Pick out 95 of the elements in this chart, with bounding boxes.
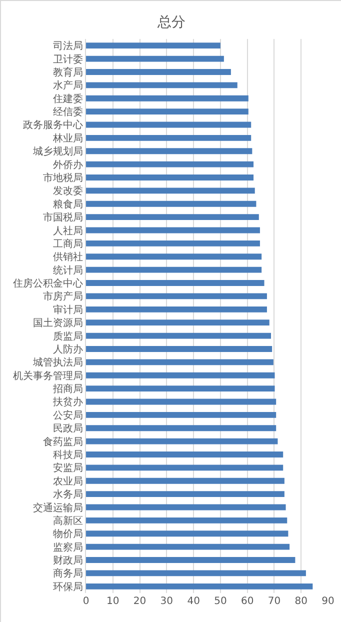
bar <box>86 452 284 458</box>
bar <box>86 478 284 484</box>
bar <box>86 188 255 194</box>
y-tick-label: 工商局 <box>53 238 83 250</box>
bar <box>86 227 260 234</box>
bar <box>86 56 224 62</box>
y-tick-label: 科技局 <box>53 449 83 461</box>
bar <box>86 293 267 300</box>
bar <box>86 332 271 339</box>
bar <box>86 517 288 524</box>
y-tick-label: 卫计委 <box>53 53 83 66</box>
bar <box>86 82 238 88</box>
y-tick-label: 国土资源局 <box>33 317 83 330</box>
y-tick-label: 经信委 <box>53 106 83 118</box>
y-tick-label: 商务局 <box>53 568 83 580</box>
y-tick-label: 公安局 <box>53 409 83 422</box>
bar <box>86 544 290 550</box>
bar <box>86 148 252 154</box>
bar <box>86 504 286 510</box>
bar <box>86 425 276 432</box>
y-tick-label: 监察局 <box>53 541 83 554</box>
y-tick-label: 教育局 <box>53 66 83 78</box>
bar <box>86 161 254 168</box>
y-tick-label: 人防办 <box>53 343 83 356</box>
y-tick-label: 高新区 <box>53 514 83 527</box>
y-tick-label: 城管执法局 <box>32 356 83 369</box>
y-tick-label: 发改委 <box>53 185 83 198</box>
x-tick-label: 70 <box>268 596 281 607</box>
y-tick-label: 水产局 <box>53 80 83 92</box>
y-tick-label: 安监局 <box>53 462 83 474</box>
y-tick-label: 住建委 <box>53 92 83 105</box>
bar <box>86 359 274 366</box>
x-tick-label: 90 <box>322 596 334 607</box>
y-tick-label: 农业局 <box>53 475 83 488</box>
y-tick-label: 政务服务中心 <box>23 119 83 132</box>
bar <box>86 134 252 141</box>
x-tick-label: 10 <box>106 596 120 607</box>
y-tick-label: 机关事务管理局 <box>13 370 83 382</box>
x-tick-label: 80 <box>294 596 308 607</box>
bar <box>86 372 275 378</box>
bar <box>86 570 306 576</box>
x-tick-label: 30 <box>160 596 174 607</box>
y-tick-label: 统计局 <box>53 264 83 276</box>
bar <box>86 557 296 563</box>
y-tick-label: 住房公积金中心 <box>13 278 83 290</box>
bar <box>86 122 252 128</box>
y-tick-label: 城乡规划局 <box>32 146 83 158</box>
y-tick-label: 司法局 <box>53 40 83 52</box>
bar <box>86 266 262 273</box>
bar <box>86 69 231 75</box>
bar <box>86 306 267 312</box>
y-tick-label: 环保局 <box>53 582 83 593</box>
bar <box>86 254 262 260</box>
y-tick-label: 水务局 <box>53 488 83 501</box>
bar <box>86 583 313 590</box>
x-tick-label: 40 <box>187 596 200 607</box>
bar <box>86 240 260 246</box>
bar <box>86 320 270 326</box>
y-tick-label: 财政局 <box>53 554 83 567</box>
bar <box>86 214 259 220</box>
bar <box>86 108 248 115</box>
bar <box>86 174 254 180</box>
y-tick-label: 人社局 <box>53 224 83 237</box>
bar <box>86 398 276 405</box>
y-tick-label: 供销社 <box>53 251 83 264</box>
y-tick-label: 市地税局 <box>43 172 83 184</box>
x-tick-label: 20 <box>133 596 146 607</box>
y-tick-label: 物价局 <box>53 528 83 540</box>
bar <box>86 346 272 352</box>
y-tick-label: 扶贫办 <box>52 396 83 408</box>
y-tick-label: 食药监局 <box>43 436 83 448</box>
x-tick-label: 50 <box>214 596 227 607</box>
bar <box>86 200 256 207</box>
y-tick-label: 招商局 <box>52 383 83 396</box>
y-tick-label: 质监局 <box>53 330 83 342</box>
bar <box>86 95 248 102</box>
y-tick-label: 林业局 <box>52 132 83 144</box>
x-tick-label: 0 <box>82 596 90 607</box>
bar <box>86 438 278 444</box>
y-tick-label: 审计局 <box>53 304 83 316</box>
y-tick-label: 市国税局 <box>43 212 83 224</box>
bar <box>86 491 284 498</box>
bar <box>86 412 276 418</box>
chart-title: 总分 <box>156 14 186 30</box>
bar <box>86 464 284 471</box>
y-tick-label: 外侨办 <box>53 158 83 171</box>
y-tick-label: 民政局 <box>53 424 83 435</box>
bar <box>86 386 275 392</box>
x-tick-label: 60 <box>240 596 254 607</box>
bar <box>86 530 288 537</box>
y-tick-label: 粮食局 <box>53 198 83 210</box>
bar <box>86 280 264 286</box>
bar <box>86 42 220 49</box>
y-tick-label: 市房产局 <box>43 290 83 303</box>
y-tick-label: 交通运输局 <box>33 502 83 514</box>
